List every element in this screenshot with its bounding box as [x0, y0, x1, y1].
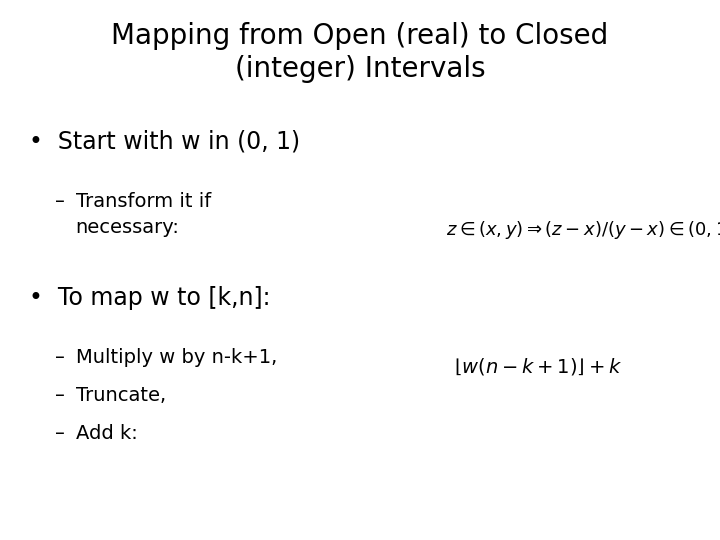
- Text: –: –: [55, 386, 65, 405]
- Text: –: –: [55, 424, 65, 443]
- Text: –: –: [55, 348, 65, 367]
- Text: Transform it if
necessary:: Transform it if necessary:: [76, 192, 211, 237]
- Text: $z\in(x,y)\Rightarrow(z-x)/(y-x)\in(0,1)$: $z\in(x,y)\Rightarrow(z-x)/(y-x)\in(0,1)…: [446, 219, 720, 241]
- Text: Add k:: Add k:: [76, 424, 138, 443]
- Text: Multiply w by n-k+1,: Multiply w by n-k+1,: [76, 348, 277, 367]
- Text: Truncate,: Truncate,: [76, 386, 166, 405]
- Text: $\lfloor w(n-k+1)\rfloor+k$: $\lfloor w(n-k+1)\rfloor+k$: [454, 356, 622, 377]
- Text: •  To map w to [k,⁠n]:: • To map w to [k,⁠n]:: [29, 286, 270, 310]
- Text: •  Start with w in (0,⁠ 1): • Start with w in (0,⁠ 1): [29, 130, 300, 153]
- Text: Mapping from Open (real) to Closed
(integer) Intervals: Mapping from Open (real) to Closed (inte…: [112, 22, 608, 83]
- Text: –: –: [55, 192, 65, 211]
